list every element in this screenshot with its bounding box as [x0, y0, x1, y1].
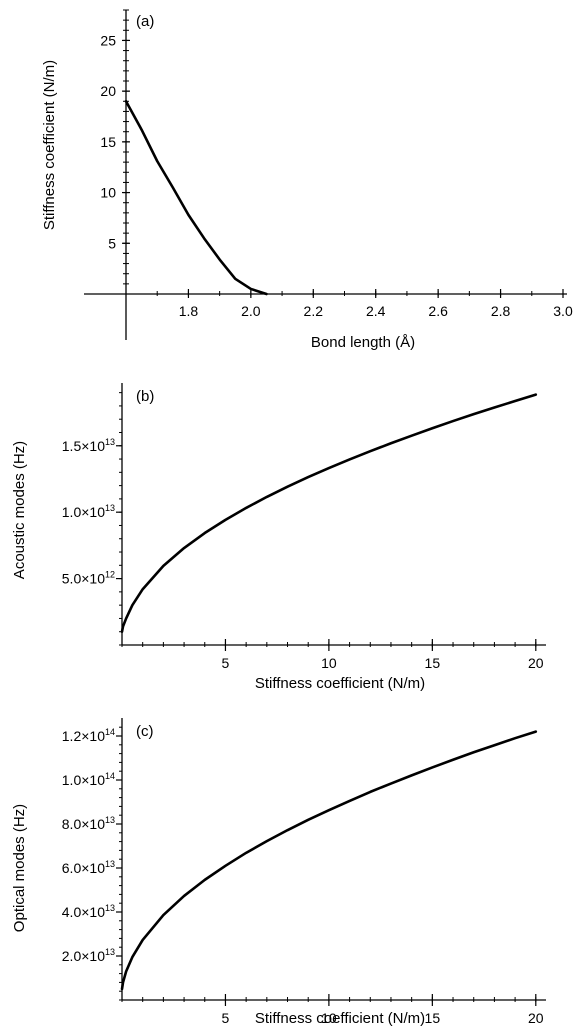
x-tick-label: 3.0 — [553, 303, 573, 319]
panel-label: (a) — [136, 13, 154, 30]
series-line-1 — [122, 395, 536, 632]
x-tick-label: 2.4 — [366, 303, 386, 319]
x-tick-label: 2.8 — [491, 303, 511, 319]
y-tick-label: 10 — [100, 185, 116, 201]
panel-label: (b) — [136, 388, 154, 405]
y-axis-title: Acoustic modes (Hz) — [11, 441, 28, 579]
y-tick-label: 1.0×1013 — [62, 503, 115, 520]
y-tick-label: 8.0×1013 — [62, 815, 115, 832]
chart-panel-b: 5 10 15 20 5.0×1012 1.0×1013 1.5×1013 Stiffness… — [11, 383, 546, 692]
y-tick-label: 5.0×1012 — [62, 570, 115, 587]
chart-panel-c: 5 10 15 202.0×10134.0×10136.0×10138.0×10131… — [11, 718, 546, 1027]
x-axis-title: Stiffness coefficient (N/m) — [255, 1010, 425, 1027]
x-axis-title: Bond length (Å) — [311, 334, 415, 351]
x-tick-label: 10 — [321, 655, 337, 671]
panel-label: (c) — [136, 723, 154, 740]
y-axis-title: Optical modes (Hz) — [11, 804, 28, 932]
y-axis-title: Stiffness coefficient (N/m) — [41, 60, 58, 230]
x-axis-title: Stiffness coefficient (N/m) — [255, 675, 425, 692]
x-tick-label: 15 — [425, 1010, 441, 1026]
y-tick-label: 1.0×1014 — [62, 771, 115, 788]
x-tick-label: 20 — [528, 1010, 544, 1026]
y-tick-label: 1.2×1014 — [62, 727, 115, 744]
x-tick-label: 5 — [222, 1010, 230, 1026]
x-tick-label: 2.6 — [428, 303, 448, 319]
series-line-1 — [122, 732, 536, 989]
y-tick-label: 4.0×1013 — [62, 903, 115, 920]
y-tick-label: 15 — [100, 134, 116, 150]
x-tick-label: 2.0 — [241, 303, 261, 319]
y-tick-label: 6.0×1013 — [62, 859, 115, 876]
y-tick-label: 1.5×1013 — [62, 437, 115, 454]
x-tick-label: 1.8 — [179, 303, 199, 319]
y-tick-label: 20 — [100, 83, 116, 99]
x-tick-label: 20 — [528, 655, 544, 671]
series-line-1 — [126, 101, 266, 294]
chart-panel-a: 1.8 2.0 2.2 2.4 2.6 2.8 3.0 5 10 15 20 25 Bond lengt… — [41, 10, 573, 351]
y-tick-label: 5 — [108, 235, 116, 251]
y-tick-label: 2.0×1013 — [62, 947, 115, 964]
x-tick-label: 2.2 — [304, 303, 324, 319]
x-tick-label: 15 — [425, 655, 441, 671]
y-tick-label: 25 — [100, 32, 116, 48]
x-tick-label: 5 — [222, 655, 230, 671]
